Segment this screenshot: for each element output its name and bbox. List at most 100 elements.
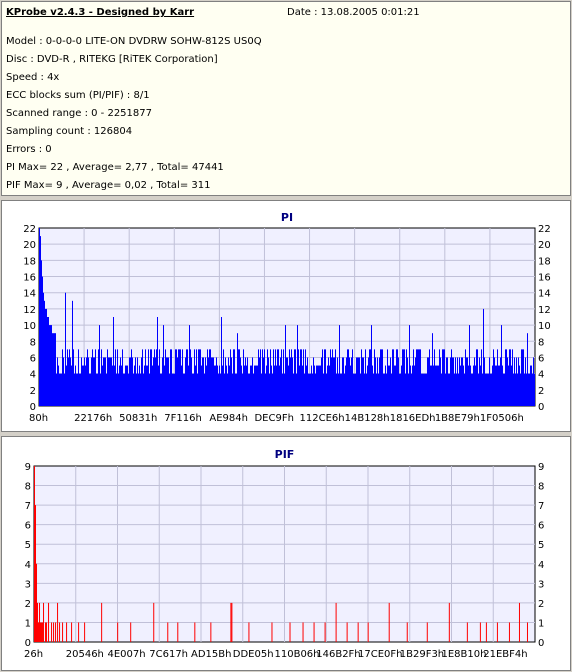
data-bar: [177, 357, 178, 406]
data-bar: [426, 622, 428, 642]
data-bar: [122, 349, 123, 406]
data-bar: [330, 349, 331, 406]
data-bar: [422, 373, 423, 406]
data-bar: [271, 365, 272, 406]
data-bar: [171, 349, 172, 406]
data-bar: [358, 357, 359, 406]
data-bar: [35, 505, 37, 642]
data-bar: [160, 373, 161, 406]
data-bar: [258, 349, 259, 406]
data-bar: [50, 325, 51, 406]
data-bar: [143, 373, 144, 406]
data-bar: [394, 365, 395, 406]
data-bar: [529, 373, 530, 406]
data-bar: [318, 365, 319, 406]
data-bar: [89, 373, 90, 406]
data-bar: [532, 373, 533, 406]
data-bar: [506, 349, 507, 406]
data-bar: [361, 349, 362, 406]
x-tick-label: 14B128h: [345, 413, 390, 424]
data-bar: [248, 622, 250, 642]
data-bar: [530, 365, 531, 406]
data-bar: [342, 357, 343, 406]
y-tick-label-right: 7: [538, 501, 544, 512]
data-bar: [214, 365, 215, 406]
data-bar: [45, 308, 46, 406]
data-bar: [168, 357, 169, 406]
data-bar: [448, 602, 450, 642]
data-bar: [483, 308, 484, 406]
data-bar: [384, 373, 385, 406]
data-bar: [322, 349, 323, 406]
data-bar: [364, 373, 365, 406]
data-bar: [336, 373, 337, 406]
data-bar: [441, 373, 442, 406]
x-tick-label: 22176h: [74, 413, 112, 424]
data-bar: [265, 373, 266, 406]
data-bar: [434, 349, 435, 406]
data-bar: [249, 373, 250, 406]
y-tick-label-right: 4: [538, 370, 544, 381]
data-bar: [338, 373, 339, 406]
y-tick-label-right: 16: [538, 273, 551, 284]
data-bar: [380, 349, 381, 406]
data-bar: [250, 365, 251, 406]
data-bar: [104, 357, 105, 406]
data-bar: [192, 373, 193, 406]
y-tick-label-left: 18: [23, 256, 36, 267]
data-bar: [403, 349, 404, 406]
data-bar: [187, 349, 188, 406]
data-bar: [181, 365, 182, 406]
data-bar: [133, 373, 134, 406]
data-bar: [445, 373, 446, 406]
data-bar: [345, 365, 346, 406]
data-bar: [270, 349, 271, 406]
data-bar: [62, 349, 63, 406]
data-bar: [341, 373, 342, 406]
x-tick-label: 26h: [24, 649, 43, 660]
data-bar: [470, 365, 471, 406]
data-bar: [416, 349, 417, 406]
data-bar: [464, 373, 465, 406]
data-bar: [465, 349, 466, 406]
data-bar: [399, 373, 400, 406]
data-bar: [353, 373, 354, 406]
data-bar: [424, 373, 425, 406]
x-tick-label: 146B2Fh: [316, 649, 360, 660]
data-bar: [219, 365, 220, 406]
data-bar: [150, 349, 151, 406]
data-bar: [120, 357, 121, 406]
data-bar: [406, 622, 408, 642]
data-bar: [140, 373, 141, 406]
data-bar: [526, 622, 528, 642]
data-bar: [440, 357, 441, 406]
pif-chart-panel: PIF 0 0 1 1 2 2 3 3 4 4 5 5 6 6 7 7 8 8 9 9 26h 20546h 4E007h 7C…: [1, 436, 571, 671]
data-bar: [277, 349, 278, 406]
data-bar: [121, 365, 122, 406]
y-tick-label-left: 2: [30, 386, 36, 397]
data-bar: [41, 622, 43, 642]
data-bar: [525, 357, 526, 406]
data-bar: [346, 622, 348, 642]
data-bar: [177, 622, 179, 642]
x-tick-label: 1E8B10h: [442, 649, 487, 660]
app-title: KProbe v2.4.3 - Designed by Karr: [6, 7, 195, 18]
data-bar: [518, 602, 520, 642]
data-bar: [468, 365, 469, 406]
pi-chart-panel: PI 0 0 2 2 4 4 6 6 8 8 10 10 12 12 14 14 16 16 18 18 20 20 22 22…: [1, 200, 571, 432]
data-bar: [317, 365, 318, 406]
y-tick-label-left: 8: [30, 337, 36, 348]
data-bar: [45, 622, 47, 642]
info-sampling-count: Sampling count : 126804: [6, 126, 133, 137]
data-bar: [534, 373, 535, 406]
data-bar: [256, 365, 257, 406]
data-bar: [344, 373, 345, 406]
data-bar: [491, 373, 492, 406]
x-tick-label: AE984h: [209, 413, 248, 424]
data-bar: [227, 373, 228, 406]
data-bar: [309, 373, 310, 406]
data-bar: [51, 325, 52, 406]
data-bar: [448, 373, 449, 406]
data-bar: [260, 349, 261, 406]
data-bar: [395, 365, 396, 406]
